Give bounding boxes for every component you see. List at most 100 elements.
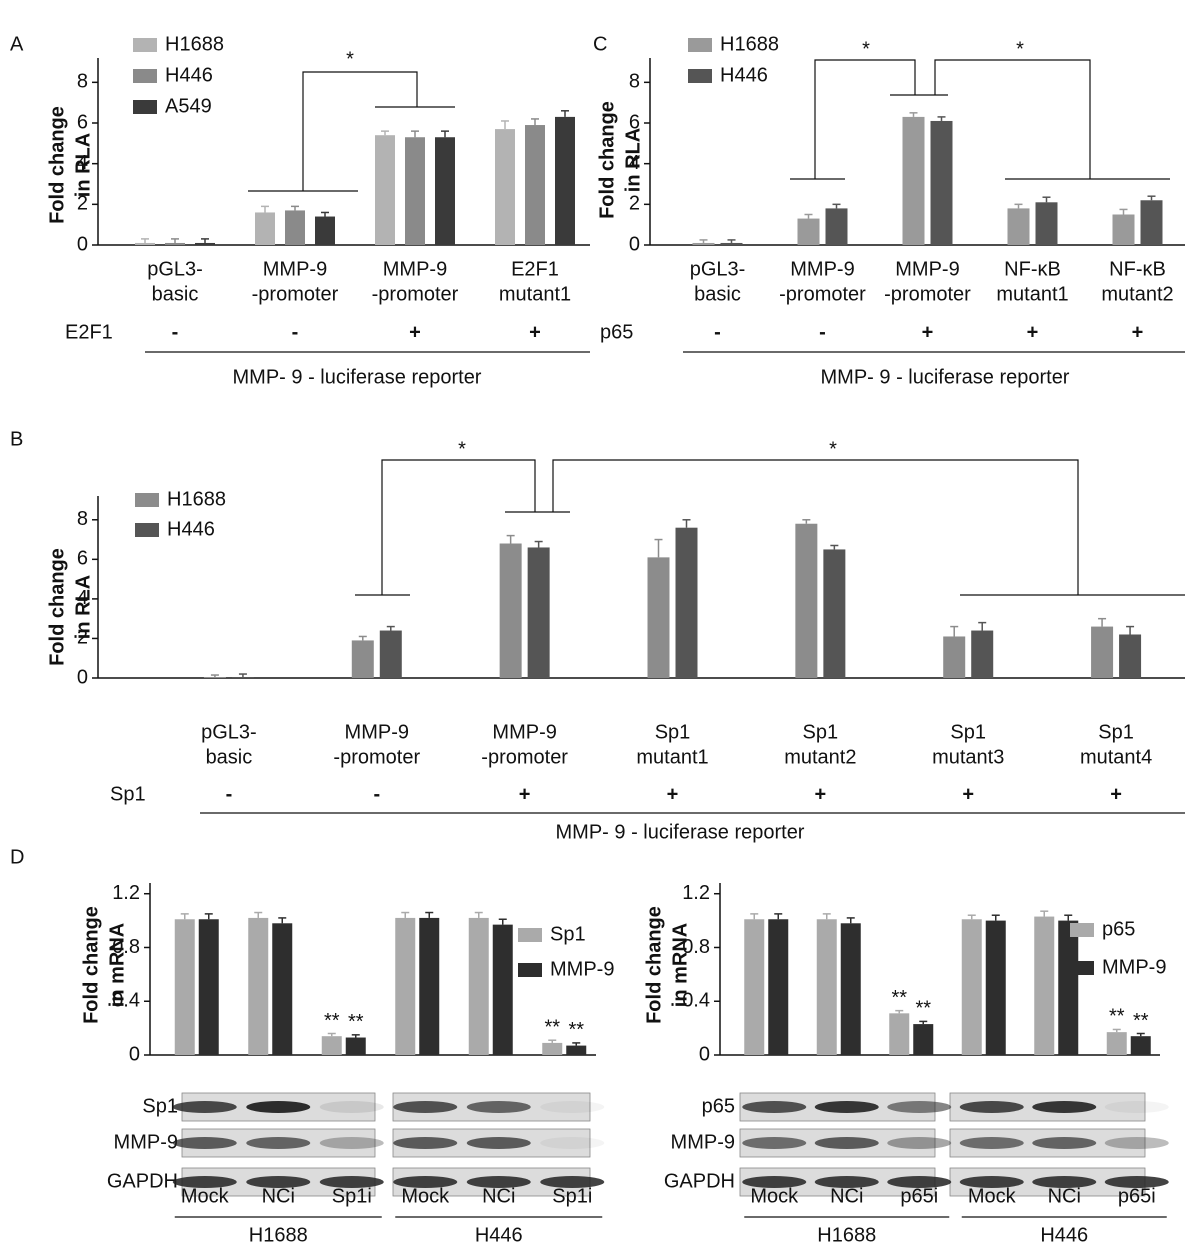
- panel-letter: C: [593, 33, 607, 55]
- panel-letter: B: [10, 428, 23, 450]
- bar: [419, 917, 440, 1055]
- blot-band: [1032, 1101, 1097, 1113]
- x-tick-label: NF-κB: [1109, 258, 1166, 280]
- legend-label: A549: [165, 95, 212, 117]
- bar: [1112, 214, 1135, 245]
- x-tick-label: MMP-9: [383, 258, 447, 280]
- bar: [1035, 202, 1058, 245]
- x-tick-label: mutant1: [499, 283, 571, 305]
- x-tick-label: pGL3-: [147, 258, 203, 280]
- bar: [647, 557, 670, 678]
- y-axis-title: in mRNA: [106, 923, 128, 1007]
- legend-swatch: [133, 69, 157, 83]
- treatment-sign: -: [373, 783, 380, 805]
- lane-label: p65i: [900, 1185, 938, 1207]
- legend-label: Sp1: [550, 923, 586, 945]
- legend-swatch: [135, 523, 159, 537]
- bar: [395, 917, 416, 1055]
- blot-band: [246, 1176, 311, 1188]
- y-tick-label: 1.2: [682, 882, 710, 904]
- group-label: H446: [1040, 1224, 1088, 1246]
- bar: [943, 636, 966, 678]
- bar: [816, 919, 837, 1055]
- x-tick-label: mutant1: [636, 746, 708, 768]
- treatment-sign: +: [519, 783, 531, 805]
- significance-star: **: [324, 1010, 340, 1032]
- lane-label: NCi: [482, 1185, 515, 1207]
- x-tick-label: basic: [694, 283, 741, 305]
- x-tick-label: mutant2: [784, 746, 856, 768]
- y-tick-label: 6: [629, 111, 640, 133]
- blot-band: [246, 1101, 311, 1113]
- treatment-sign: +: [667, 783, 679, 805]
- bar: [203, 677, 226, 678]
- treatment-sign: +: [1027, 321, 1039, 343]
- bar: [375, 135, 395, 245]
- lane-label: Mock: [968, 1185, 1017, 1207]
- bar: [1130, 1036, 1151, 1055]
- legend-label: MMP-9: [1102, 956, 1166, 978]
- bar: [315, 216, 335, 245]
- blot-band: [540, 1176, 605, 1188]
- bar: [495, 129, 515, 245]
- lane-label: NCi: [1048, 1185, 1081, 1207]
- bar: [195, 242, 215, 245]
- bar: [902, 116, 925, 246]
- significance-bracket: [381, 459, 536, 595]
- bar: [797, 218, 820, 245]
- blot-band: [393, 1176, 458, 1188]
- x-tick-label: E2F1: [511, 258, 559, 280]
- x-tick-label: Sp1: [950, 721, 986, 743]
- significance-star: **: [1133, 1010, 1149, 1032]
- bar: [555, 116, 575, 246]
- lane-label: NCi: [262, 1185, 295, 1207]
- legend-swatch: [135, 493, 159, 507]
- treatment-label: p65: [600, 321, 633, 343]
- group-label: H1688: [249, 1224, 308, 1246]
- blot-band: [1032, 1176, 1097, 1188]
- legend-swatch: [1070, 961, 1094, 975]
- blot-band: [246, 1137, 311, 1149]
- x-tick-label: -promoter: [481, 746, 568, 768]
- blot-row-label: MMP-9: [114, 1131, 178, 1153]
- y-tick-label: 0: [629, 233, 640, 255]
- bar: [930, 120, 953, 245]
- y-axis-title: in RLA: [622, 128, 644, 192]
- blot-band: [742, 1176, 807, 1188]
- treatment-label: Sp1: [110, 783, 146, 805]
- lane-label: NCi: [830, 1185, 863, 1207]
- significance-star: *: [1016, 38, 1024, 60]
- bar: [435, 137, 455, 245]
- blot-band: [1104, 1101, 1169, 1113]
- y-tick-label: 6: [77, 111, 88, 133]
- blot-band: [1104, 1176, 1169, 1188]
- x-tick-label: Sp1: [803, 721, 839, 743]
- y-tick-label: 0.4: [112, 990, 140, 1012]
- reporter-label: MMP- 9 - luciferase reporter: [821, 366, 1070, 388]
- bar: [174, 919, 195, 1055]
- bar: [1007, 208, 1030, 245]
- lane-label: Mock: [181, 1185, 230, 1207]
- bar: [795, 523, 818, 678]
- significance-star: *: [458, 438, 466, 460]
- bar: [492, 924, 513, 1055]
- significance-star: *: [346, 48, 354, 70]
- blot-band: [319, 1176, 384, 1188]
- blot-band: [319, 1137, 384, 1149]
- y-axis-title: Fold change: [596, 101, 618, 219]
- blot-band: [1104, 1137, 1169, 1149]
- bar: [198, 919, 219, 1055]
- bar: [961, 919, 982, 1055]
- bar: [889, 1013, 910, 1055]
- legend-label: H1688: [720, 33, 779, 55]
- legend-label: H1688: [165, 33, 224, 55]
- panel-letter: A: [10, 33, 24, 55]
- bar: [768, 919, 789, 1055]
- y-tick-label: 0: [699, 1043, 710, 1065]
- bar: [566, 1045, 587, 1055]
- bar: [405, 137, 425, 245]
- treatment-sign: +: [529, 321, 541, 343]
- y-axis-title: Fold change: [46, 548, 68, 666]
- significance-star: *: [829, 438, 837, 460]
